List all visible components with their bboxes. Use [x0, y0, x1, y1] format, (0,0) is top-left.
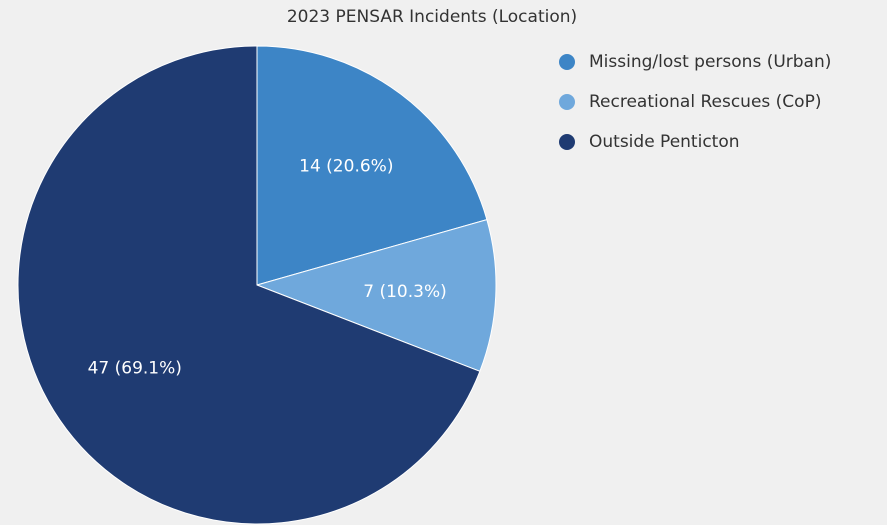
- slice-label: 7 (10.3%): [363, 282, 447, 302]
- legend-label: Outside Penticton: [589, 132, 740, 152]
- pie-slice: [255, 218, 497, 372]
- legend-marker: [559, 54, 575, 70]
- pie-slice: [17, 45, 481, 525]
- pie-slice: [256, 45, 488, 286]
- legend-marker: [559, 134, 575, 150]
- slice-label: 14 (20.6%): [299, 157, 393, 177]
- legend-marker: [559, 94, 575, 110]
- slice-label: 47 (69.1%): [88, 359, 182, 379]
- chart-title: 2023 PENSAR Incidents (Location): [287, 7, 577, 27]
- legend-label: Missing/lost persons (Urban): [589, 52, 831, 72]
- legend-label: Recreational Rescues (CoP): [589, 92, 821, 112]
